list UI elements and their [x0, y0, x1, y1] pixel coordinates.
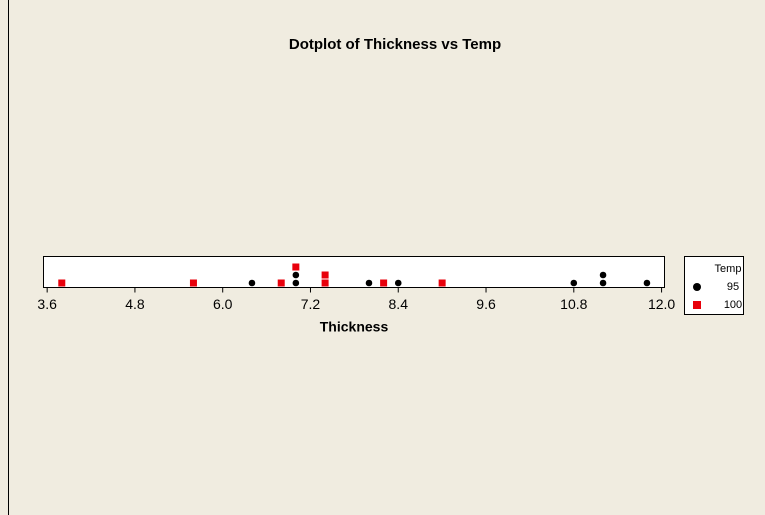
dot: [321, 271, 329, 279]
x-tick-label: 3.6: [37, 296, 57, 312]
dot: [643, 279, 651, 287]
dot: [189, 279, 197, 287]
x-tick-label: 9.6: [476, 296, 496, 312]
x-tick-label: 6.0: [213, 296, 233, 312]
x-tick-label: 4.8: [125, 296, 145, 312]
x-tick-label: 12.0: [648, 296, 675, 312]
dot: [58, 279, 66, 287]
legend-marker: [693, 301, 701, 309]
plot-area: [43, 256, 665, 288]
legend-marker: [693, 283, 701, 291]
dot: [394, 279, 402, 287]
dot: [292, 271, 300, 279]
dot: [438, 279, 446, 287]
x-tick-label: 7.2: [301, 296, 321, 312]
chart-title: Dotplot of Thickness vs Temp: [289, 36, 501, 53]
dot: [248, 279, 256, 287]
legend-label: 95: [727, 281, 739, 293]
dot: [292, 279, 300, 287]
x-axis-label: Thickness: [320, 319, 389, 335]
dot: [570, 279, 578, 287]
dot: [599, 271, 607, 279]
dot: [321, 279, 329, 287]
x-tick-label: 8.4: [389, 296, 409, 312]
legend-label: 100: [724, 299, 742, 311]
dot: [380, 279, 388, 287]
dot: [277, 279, 285, 287]
x-tick-label: 10.8: [560, 296, 587, 312]
dot: [599, 279, 607, 287]
dot: [292, 263, 300, 271]
dot: [365, 279, 373, 287]
legend-title: Temp: [715, 263, 742, 275]
